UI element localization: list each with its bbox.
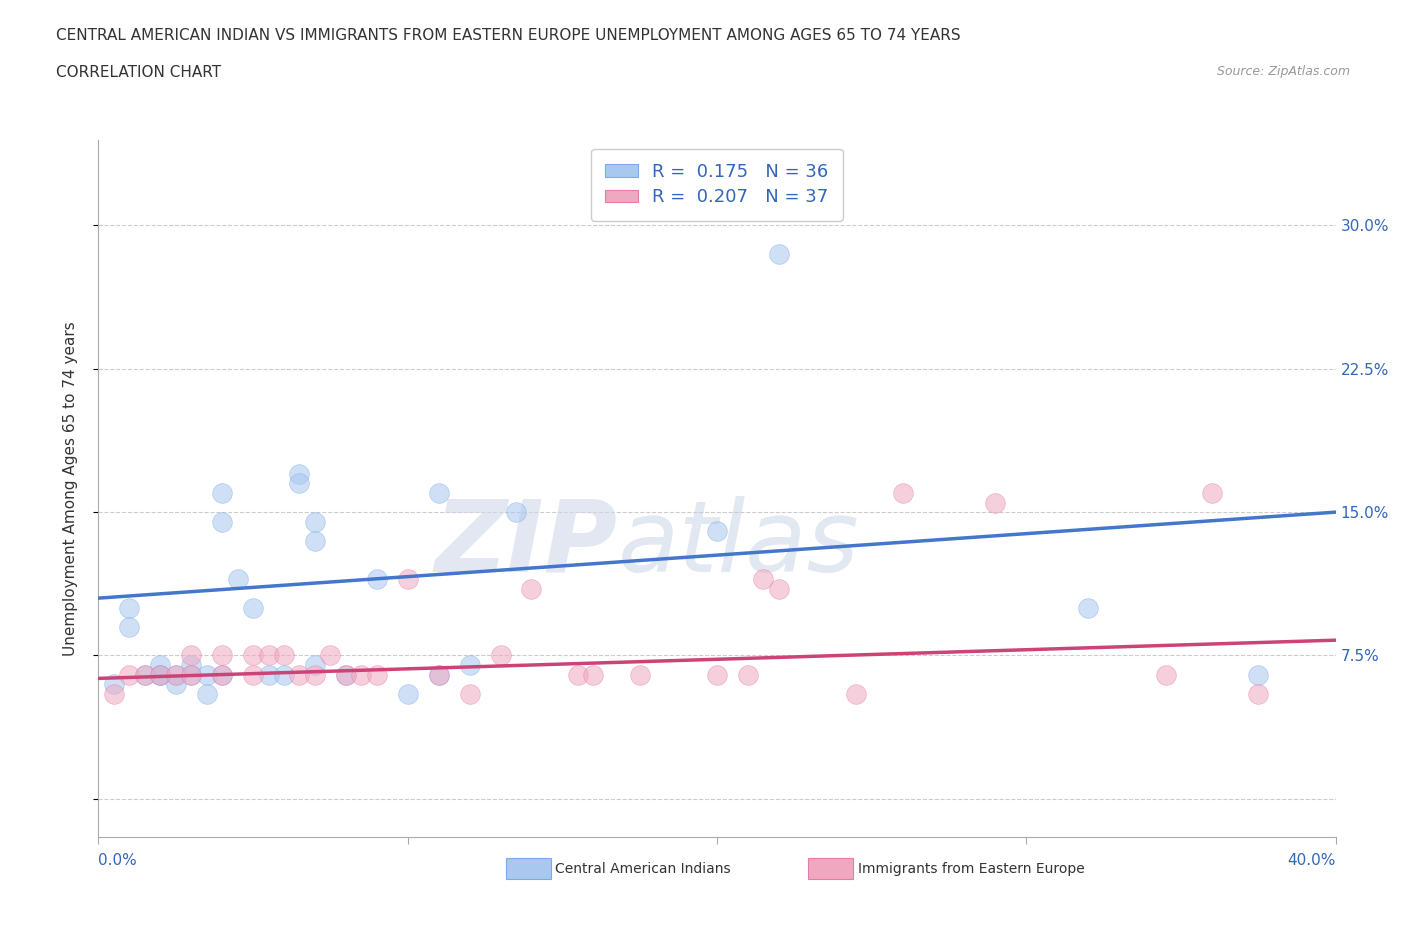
Point <box>226 572 249 587</box>
Point <box>149 667 172 682</box>
Point <box>118 619 141 634</box>
Point <box>396 686 419 701</box>
Point <box>103 677 125 692</box>
Point <box>134 667 156 682</box>
Point <box>288 467 311 482</box>
Point <box>984 495 1007 510</box>
Point <box>427 485 450 500</box>
Point <box>273 648 295 663</box>
Point <box>396 572 419 587</box>
Point <box>242 600 264 615</box>
Point <box>1201 485 1223 500</box>
Y-axis label: Unemployment Among Ages 65 to 74 years: Unemployment Among Ages 65 to 74 years <box>63 321 77 656</box>
Point <box>458 686 481 701</box>
Point <box>195 667 218 682</box>
Point <box>350 667 373 682</box>
Text: Central American Indians: Central American Indians <box>555 861 731 876</box>
Point <box>366 572 388 587</box>
Point <box>520 581 543 596</box>
Point <box>891 485 914 500</box>
Point <box>335 667 357 682</box>
Text: Immigrants from Eastern Europe: Immigrants from Eastern Europe <box>858 861 1084 876</box>
Point <box>489 648 512 663</box>
Point <box>1247 667 1270 682</box>
Point <box>118 667 141 682</box>
Point <box>180 667 202 682</box>
Point <box>567 667 589 682</box>
Point <box>149 667 172 682</box>
Text: 0.0%: 0.0% <box>98 853 138 868</box>
Point <box>288 667 311 682</box>
Point <box>257 667 280 682</box>
Point <box>628 667 651 682</box>
Point <box>180 648 202 663</box>
Point <box>845 686 868 701</box>
Point <box>242 667 264 682</box>
Point <box>319 648 342 663</box>
Point <box>165 677 187 692</box>
Point <box>165 667 187 682</box>
Point <box>211 485 233 500</box>
Point <box>304 514 326 529</box>
Point <box>304 667 326 682</box>
Text: CENTRAL AMERICAN INDIAN VS IMMIGRANTS FROM EASTERN EUROPE UNEMPLOYMENT AMONG AGE: CENTRAL AMERICAN INDIAN VS IMMIGRANTS FR… <box>56 28 960 43</box>
Point <box>211 514 233 529</box>
Point <box>582 667 605 682</box>
Point <box>103 686 125 701</box>
Point <box>366 667 388 682</box>
Point <box>165 667 187 682</box>
Point <box>706 667 728 682</box>
Point <box>149 658 172 672</box>
Point <box>304 658 326 672</box>
Point <box>242 648 264 663</box>
Point <box>180 667 202 682</box>
Legend: R =  0.175   N = 36, R =  0.207   N = 37: R = 0.175 N = 36, R = 0.207 N = 37 <box>591 149 844 220</box>
Point <box>1077 600 1099 615</box>
Point <box>211 667 233 682</box>
Point <box>273 667 295 682</box>
Point <box>195 686 218 701</box>
Point <box>180 658 202 672</box>
Point <box>304 534 326 549</box>
Point <box>1247 686 1270 701</box>
Point <box>752 572 775 587</box>
Point <box>118 600 141 615</box>
Text: Source: ZipAtlas.com: Source: ZipAtlas.com <box>1216 65 1350 78</box>
Point <box>427 667 450 682</box>
Point <box>427 667 450 682</box>
Text: CORRELATION CHART: CORRELATION CHART <box>56 65 221 80</box>
Point <box>768 581 790 596</box>
Point <box>768 246 790 261</box>
Text: atlas: atlas <box>619 496 859 592</box>
Point <box>737 667 759 682</box>
Point <box>134 667 156 682</box>
Point <box>149 667 172 682</box>
Point <box>211 667 233 682</box>
Point <box>257 648 280 663</box>
Text: 40.0%: 40.0% <box>1288 853 1336 868</box>
Text: ZIP: ZIP <box>434 496 619 592</box>
Point <box>458 658 481 672</box>
Point <box>1154 667 1177 682</box>
Point <box>211 648 233 663</box>
Point <box>505 505 527 520</box>
Point <box>706 524 728 538</box>
Point <box>335 667 357 682</box>
Point <box>288 476 311 491</box>
